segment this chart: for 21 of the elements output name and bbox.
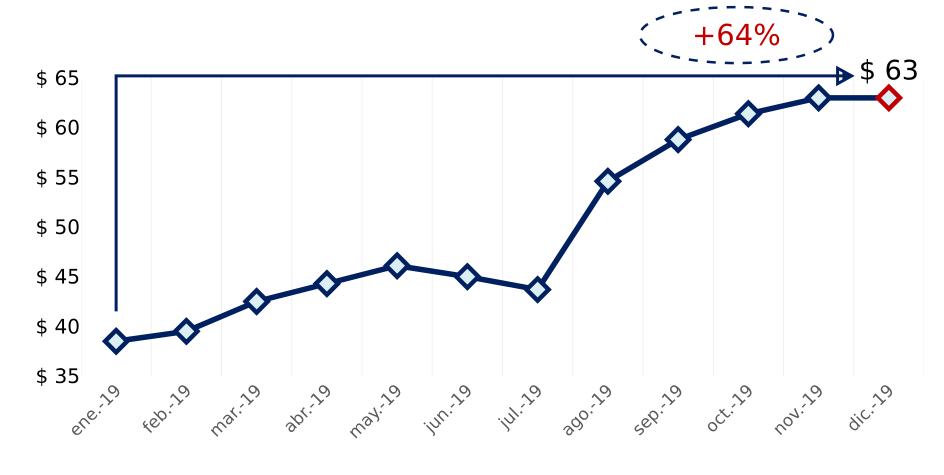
point: [735, 100, 762, 128]
point: [314, 270, 340, 297]
point: [664, 126, 692, 153]
y-tick-label: $ 65: [35, 66, 80, 90]
y-tick-label: $ 50: [35, 215, 80, 239]
point: [805, 84, 832, 112]
point: [173, 318, 200, 345]
text: +64%: [692, 18, 781, 52]
y-tick-label: $ 40: [35, 314, 80, 338]
y-tick-label: $ 55: [35, 165, 80, 190]
y-tick-label: $ 35: [35, 364, 80, 388]
point: [594, 168, 622, 195]
y-tick-label: $ 45: [35, 264, 80, 289]
point: [524, 276, 551, 303]
point: [384, 252, 410, 280]
point: [102, 328, 130, 355]
point: [454, 263, 481, 290]
data-label: $ 63: [858, 55, 919, 86]
point: [243, 288, 270, 315]
y-tick-label: $ 60: [35, 116, 80, 140]
point: [876, 84, 902, 112]
